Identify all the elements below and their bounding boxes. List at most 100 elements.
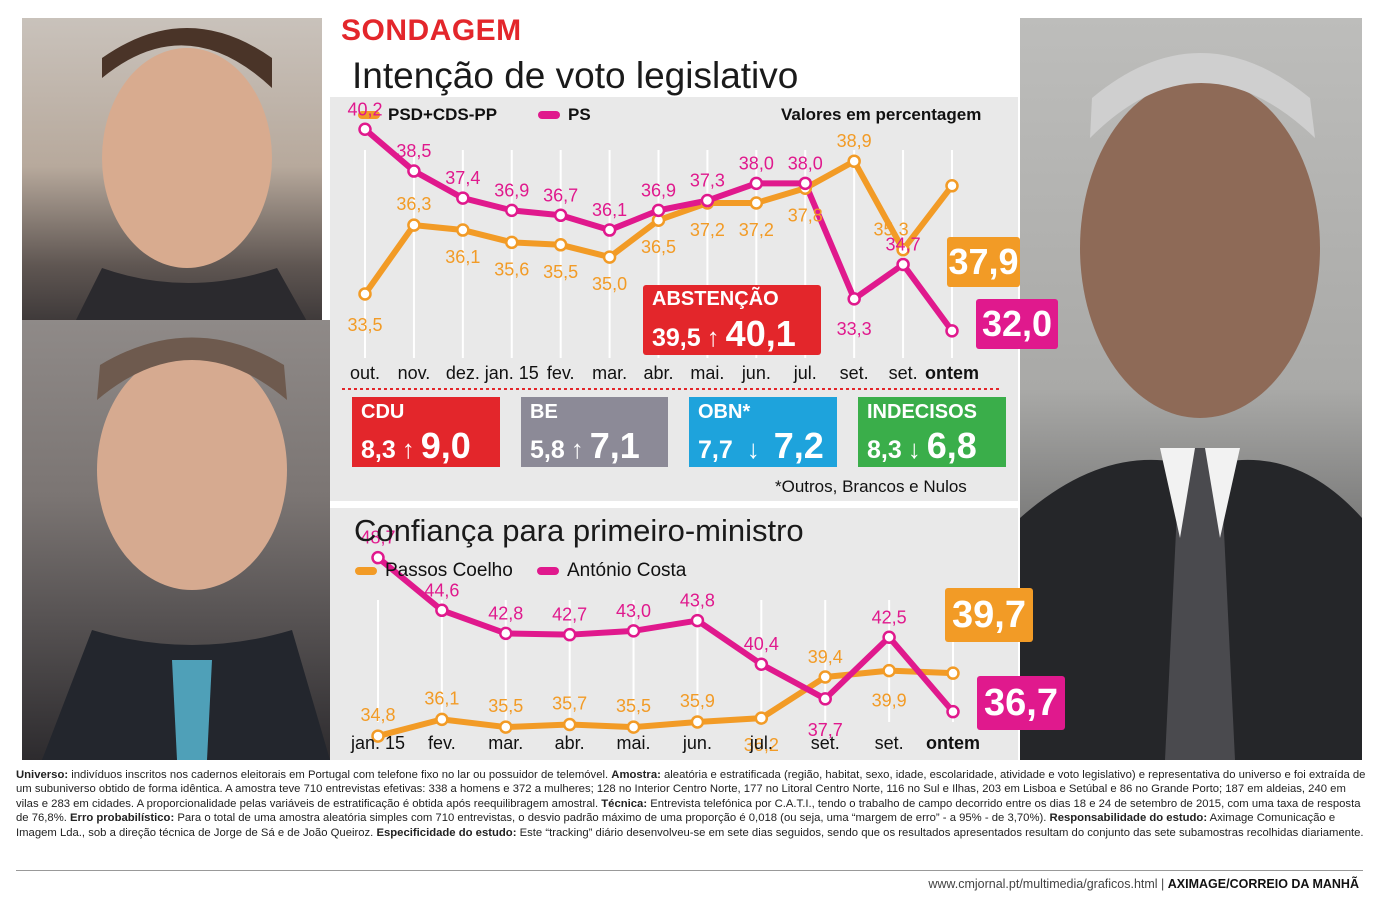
x-tick-label: set. xyxy=(839,363,869,383)
final-ps-box: 32,0 xyxy=(976,299,1058,349)
legend-label-ps: PS xyxy=(568,105,591,124)
x-tick-label: mai. xyxy=(690,363,725,383)
be-values: 5,8 ↑ 7,1 xyxy=(530,425,640,467)
footer-url[interactable]: www.cmjornal.pt/multimedia/graficos.html xyxy=(928,877,1158,891)
chart1-title: Intenção de voto legislativo xyxy=(352,55,799,96)
indecisos-old: 8,3 xyxy=(867,436,902,464)
legend-swatch-orange xyxy=(355,567,377,575)
obn-new: 7,2 xyxy=(773,425,824,466)
x-tick-label: mar. xyxy=(488,733,524,753)
erro-text: Para o total de uma amostra aleatória si… xyxy=(174,812,1050,825)
obn-values: 7,7 ↓ 7,2 xyxy=(698,425,824,467)
indecisos-label: INDECISOS xyxy=(867,401,978,423)
arrow-up-icon: ↑ xyxy=(706,322,720,352)
legend-costa: António Costa xyxy=(537,560,686,582)
x-tick-label: nov. xyxy=(397,363,431,383)
universo-label: Universo: xyxy=(16,769,69,781)
legend-passos: Passos Coelho xyxy=(355,560,513,582)
chart2-title: Confiança para primeiro-ministro xyxy=(354,513,804,548)
cdu-old: 8,3 xyxy=(361,436,396,464)
footer-separator: | xyxy=(1157,877,1168,891)
photo-paulo-portas xyxy=(22,320,330,760)
cdu-new: 9,0 xyxy=(420,425,471,466)
x-tick-label: mai. xyxy=(616,733,651,753)
abstencao-box: ABSTENÇÃO 39,5 ↑ 40,1 xyxy=(643,285,821,355)
espec-label: Especificidade do estudo: xyxy=(376,826,517,839)
x-tick-label: fev. xyxy=(428,733,456,753)
abstencao-values: 39,5 ↑ 40,1 xyxy=(652,313,796,355)
abstencao-label: ABSTENÇÃO xyxy=(652,288,779,310)
obn-old: 7,7 xyxy=(698,436,733,464)
legend-swatch-magenta xyxy=(538,111,560,119)
be-new: 7,1 xyxy=(589,425,640,466)
x-tick-label: abr. xyxy=(643,363,674,383)
indecisos-values: 8,3 ↓ 6,8 xyxy=(867,425,977,467)
cdu-label: CDU xyxy=(361,401,405,423)
x-tick-label: dez. xyxy=(445,363,480,383)
legend-ps: PS xyxy=(538,105,591,125)
arrow-down-icon: ↓ xyxy=(907,434,921,464)
arrow-up-icon: ↑ xyxy=(401,434,415,464)
legend-label-psd: PSD+CDS-PP xyxy=(388,105,498,124)
obn-box: OBN* 7,7 ↓ 7,2 xyxy=(689,397,837,467)
final-costa-box: 36,7 xyxy=(977,676,1065,730)
obn-footnote: *Outros, Brancos e Nulos xyxy=(775,477,967,496)
footer: www.cmjornal.pt/multimedia/graficos.html… xyxy=(928,877,1359,891)
final-psd-box: 37,9 xyxy=(947,237,1020,287)
units-note: Valores em percentagem xyxy=(781,105,982,124)
x-tick-label: ontem xyxy=(926,733,980,753)
legend-swatch-orange xyxy=(358,111,380,119)
arrow-down-icon: ↓ xyxy=(746,434,760,464)
x-tick-label: mar. xyxy=(592,363,628,383)
final-passos-box: 39,7 xyxy=(945,588,1033,642)
be-old: 5,8 xyxy=(530,436,565,464)
legend-label-costa: António Costa xyxy=(567,560,687,581)
erro-label: Erro probabilístico: xyxy=(70,812,175,825)
photo-passos-coelho xyxy=(22,18,322,348)
x-tick-label: jan. 15 xyxy=(484,363,539,383)
legend-label-passos: Passos Coelho xyxy=(385,560,513,581)
cdu-box: CDU 8,3 ↑ 9,0 xyxy=(352,397,500,467)
final-costa-value: 36,7 xyxy=(984,681,1058,724)
final-psd-value: 37,9 xyxy=(948,241,1019,282)
be-label: BE xyxy=(530,401,558,423)
espec-text: Este “tracking” diário desenvolveu-se em… xyxy=(516,826,1364,839)
footer-rule xyxy=(16,870,1363,871)
indecisos-box: INDECISOS 8,3 ↓ 6,8 xyxy=(858,397,1006,467)
footer-credit: AXIMAGE/CORREIO DA MANHÃ xyxy=(1167,877,1359,891)
x-tick-label: fev. xyxy=(546,363,575,383)
universo-text: indivíduos inscritos nos cadernos eleito… xyxy=(68,769,612,781)
final-ps-value: 32,0 xyxy=(981,303,1053,344)
cdu-values: 8,3 ↑ 9,0 xyxy=(361,425,471,467)
amostra-text: aleatória e estratificada (região, habit… xyxy=(16,769,1366,810)
legend-swatch-magenta xyxy=(537,567,559,575)
resp-label: Responsabilidade do estudo: xyxy=(1049,812,1208,825)
x-tick-label: abr. xyxy=(554,733,585,753)
x-tick-label: ontem xyxy=(925,363,979,383)
x-tick-label: set. xyxy=(810,733,840,753)
arrow-up-icon: ↑ xyxy=(570,434,584,464)
legend-psd: PSD+CDS-PP xyxy=(358,105,497,125)
methodology-text: Universo: indivíduos inscritos nos cader… xyxy=(16,768,1366,840)
x-tick-label: jul. xyxy=(749,733,773,753)
x-tick-label: set. xyxy=(888,363,918,383)
x-tick-label: jun. xyxy=(682,733,712,753)
portrait-silhouette-2 xyxy=(42,337,330,760)
abstencao-old: 39,5 xyxy=(652,324,701,352)
x-tick-label: set. xyxy=(874,733,904,753)
obn-label: OBN* xyxy=(698,401,751,423)
amostra-label: Amostra: xyxy=(611,769,661,781)
x-tick-label: jun. xyxy=(741,363,771,383)
indecisos-new: 6,8 xyxy=(926,425,977,466)
x-tick-label: out. xyxy=(349,363,381,383)
portrait-silhouette-3 xyxy=(1020,53,1362,760)
tecnica-label: Técnica: xyxy=(601,797,648,810)
x-tick-label: jul. xyxy=(793,363,817,383)
portrait-silhouette-1 xyxy=(62,28,322,348)
abstencao-new: 40,1 xyxy=(725,313,796,354)
photo-antonio-costa xyxy=(1020,18,1362,760)
kicker-sondagem: SONDAGEM xyxy=(341,14,522,47)
final-passos-value: 39,7 xyxy=(952,593,1026,636)
be-box: BE 5,8 ↑ 7,1 xyxy=(521,397,668,467)
resp-text: Aximage Comunicação e Imagem Lda., sob a… xyxy=(16,812,1336,839)
